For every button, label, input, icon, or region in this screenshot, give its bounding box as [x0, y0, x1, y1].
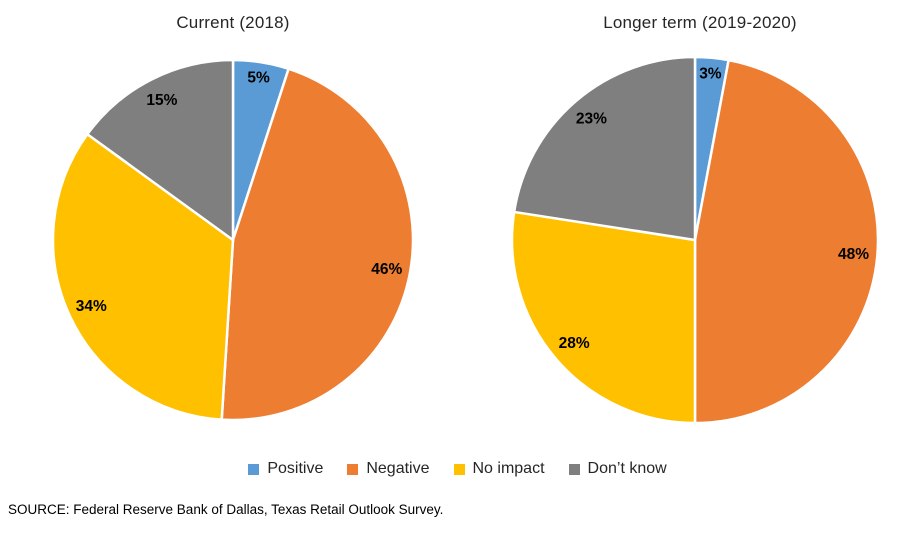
legend-item-don-t-know: Don’t know: [568, 460, 667, 478]
legend-swatch-don-t-know: [568, 463, 580, 475]
legend-label: No impact: [472, 460, 545, 477]
pie-slice-no-impact: [510, 210, 697, 425]
data-label-positive: 3%: [699, 66, 722, 83]
pie-chart-longer-term: 3% 48% 28% 23%: [510, 55, 880, 425]
data-label-don-t-know: 23%: [576, 111, 607, 128]
data-label-negative: 48%: [838, 246, 869, 263]
data-label-don-t-know: 15%: [146, 92, 177, 109]
legend: Positive Negative No impact Don’t know: [0, 460, 915, 478]
legend-swatch-positive: [248, 463, 260, 475]
pie-chart-current: 5% 46% 34% 15%: [51, 58, 415, 422]
pie-slice-negative: [220, 67, 415, 422]
legend-item-positive: Positive: [248, 460, 323, 478]
pie-slice-don-t-know: [86, 58, 235, 242]
data-label-no-impact: 28%: [559, 335, 590, 352]
legend-item-no-impact: No impact: [453, 460, 545, 478]
data-label-positive: 5%: [247, 70, 270, 87]
source-note: SOURCE: Federal Reserve Bank of Dallas, …: [8, 502, 444, 517]
data-label-no-impact: 34%: [76, 298, 107, 315]
legend-item-negative: Negative: [347, 460, 430, 478]
pie-slice-negative: [693, 58, 880, 425]
pie-slice-don-t-know: [512, 55, 697, 242]
legend-label: Positive: [267, 460, 324, 477]
pie-slice-no-impact: [51, 132, 235, 421]
legend-label: Negative: [366, 460, 430, 477]
legend-swatch-negative: [347, 463, 359, 475]
chart-title-longer-term: Longer term (2019-2020): [603, 13, 797, 32]
chart-title-current: Current (2018): [176, 13, 290, 32]
legend-label: Don’t know: [587, 460, 667, 477]
legend-swatch-no-impact: [453, 463, 465, 475]
data-label-negative: 46%: [371, 261, 402, 278]
